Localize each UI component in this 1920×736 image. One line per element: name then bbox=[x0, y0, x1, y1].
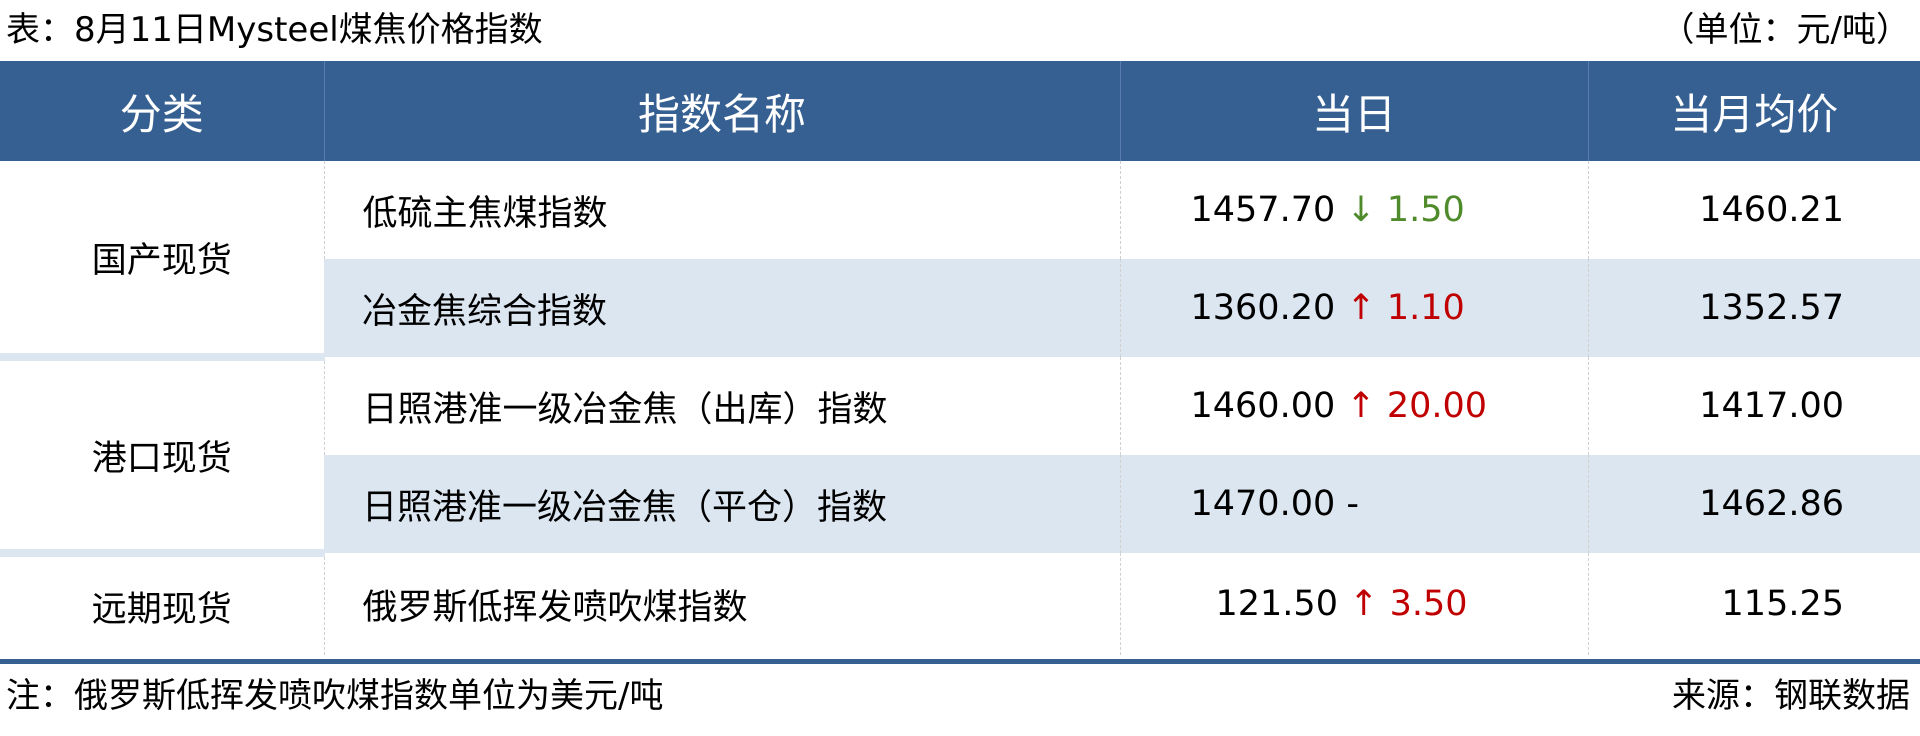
monthly-avg: 1352.57 bbox=[1587, 259, 1920, 357]
today-value: 1460.00 ↑ 20.00 bbox=[1119, 357, 1588, 455]
arrow-up-icon: ↑ bbox=[1346, 386, 1376, 426]
index-name: 俄罗斯低挥发喷吹煤指数 bbox=[323, 553, 1120, 655]
table-row: 冶金焦综合指数 1360.20 ↑ 1.10 1352.57 bbox=[0, 259, 1920, 357]
today-value: 1457.70 ↓ 1.50 bbox=[1119, 161, 1588, 259]
no-change-dash: - bbox=[1346, 484, 1360, 524]
unit-label: （单位：元/吨） bbox=[1660, 10, 1910, 50]
today-price: 1360.20 bbox=[1190, 288, 1336, 328]
price-index-table: 分类 指数名称 当日 当月均价 国产现货 低硫主焦煤指数 1457.70 ↓ 1… bbox=[0, 61, 1920, 655]
today-value: 1360.20 ↑ 1.10 bbox=[1119, 259, 1588, 357]
category-cell: 港口现货 bbox=[0, 357, 324, 557]
header-monthly-avg: 当月均价 bbox=[1587, 61, 1920, 161]
today-value: 1470.00 - bbox=[1119, 455, 1588, 553]
table-row: 国产现货 低硫主焦煤指数 1457.70 ↓ 1.50 1460.21 bbox=[0, 161, 1920, 361]
category-cell: 国产现货 bbox=[0, 161, 324, 361]
header-category: 分类 bbox=[0, 61, 324, 161]
header-row: 分类 指数名称 当日 当月均价 bbox=[0, 61, 1920, 161]
monthly-avg: 1460.21 bbox=[1587, 161, 1920, 259]
today-price: 121.50 bbox=[1215, 584, 1338, 624]
today-value: 121.50 ↑ 3.50 bbox=[1119, 553, 1588, 655]
today-price: 1457.70 bbox=[1190, 190, 1336, 230]
table-row: 港口现货 日照港准一级冶金焦（出库）指数 1460.00 ↑ 20.00 141… bbox=[0, 357, 1920, 557]
category-cell: 远期现货 bbox=[91, 589, 232, 630]
monthly-avg: 115.25 bbox=[1587, 553, 1920, 655]
header-index-name: 指数名称 bbox=[323, 61, 1120, 161]
table-title: 表：8月11日Mysteel煤焦价格指数 bbox=[6, 10, 543, 50]
header-today: 当日 bbox=[1119, 61, 1588, 161]
change-value: 1.50 bbox=[1386, 190, 1465, 230]
today-price: 1470.00 bbox=[1190, 484, 1336, 524]
change-value: 1.10 bbox=[1386, 288, 1465, 328]
today-price: 1460.00 bbox=[1190, 386, 1336, 426]
footnote: 注：俄罗斯低挥发喷吹煤指数单位为美元/吨 bbox=[6, 676, 664, 716]
table-row: 远期现货 俄罗斯低挥发喷吹煤指数 121.50 ↑ 3.50 115.25 bbox=[0, 553, 1920, 655]
index-name: 低硫主焦煤指数 bbox=[323, 161, 1120, 259]
change-value: 3.50 bbox=[1389, 584, 1468, 624]
table-row: 日照港准一级冶金焦（平仓）指数 1470.00 - 1462.86 bbox=[0, 455, 1920, 553]
source-label: 来源：钢联数据 bbox=[1672, 676, 1910, 716]
monthly-avg: 1417.00 bbox=[1587, 357, 1920, 455]
arrow-up-icon: ↑ bbox=[1349, 584, 1379, 624]
index-name: 冶金焦综合指数 bbox=[324, 259, 1120, 357]
table-bottom-rule bbox=[0, 659, 1920, 664]
index-name: 日照港准一级冶金焦（平仓）指数 bbox=[324, 455, 1120, 553]
arrow-up-icon: ↑ bbox=[1346, 288, 1376, 328]
index-name: 日照港准一级冶金焦（出库）指数 bbox=[323, 357, 1120, 455]
monthly-avg: 1462.86 bbox=[1587, 455, 1920, 553]
change-value: 20.00 bbox=[1386, 386, 1488, 426]
arrow-down-icon: ↓ bbox=[1346, 190, 1376, 230]
